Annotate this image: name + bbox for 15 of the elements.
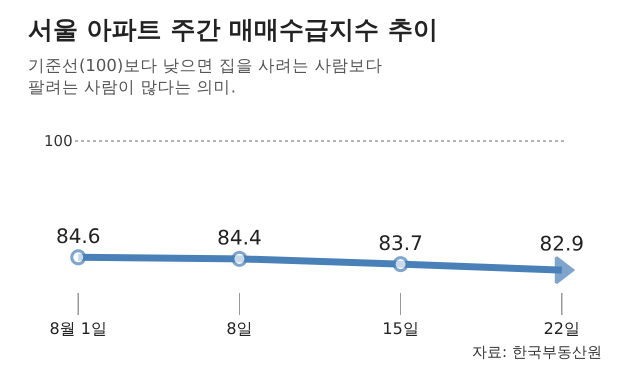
data-label: 84.4: [217, 226, 262, 250]
data-label: 83.7: [378, 230, 423, 255]
chart-subtitle: 기준선(100)보다 낮으면 집을 사려는 사람보다 팔려는 사람이 많다는 의미.: [28, 56, 382, 96]
ref-line-label: 100: [44, 132, 73, 150]
data-label: 84.6: [56, 224, 100, 248]
x-tick-label: 15일: [382, 319, 419, 338]
chart-title: 서울 아파트 주간 매매수급지수 추이: [28, 15, 438, 44]
data-label: 82.9: [540, 231, 584, 256]
x-tick-label: 22일: [544, 319, 580, 338]
text: 자료: 한국부동산원: [472, 343, 602, 361]
x-tick-label: 8월 1일: [49, 319, 107, 338]
point: [70, 249, 86, 266]
point: [392, 256, 409, 272]
x-tick-label: 8일: [226, 319, 253, 338]
point: [231, 250, 248, 267]
